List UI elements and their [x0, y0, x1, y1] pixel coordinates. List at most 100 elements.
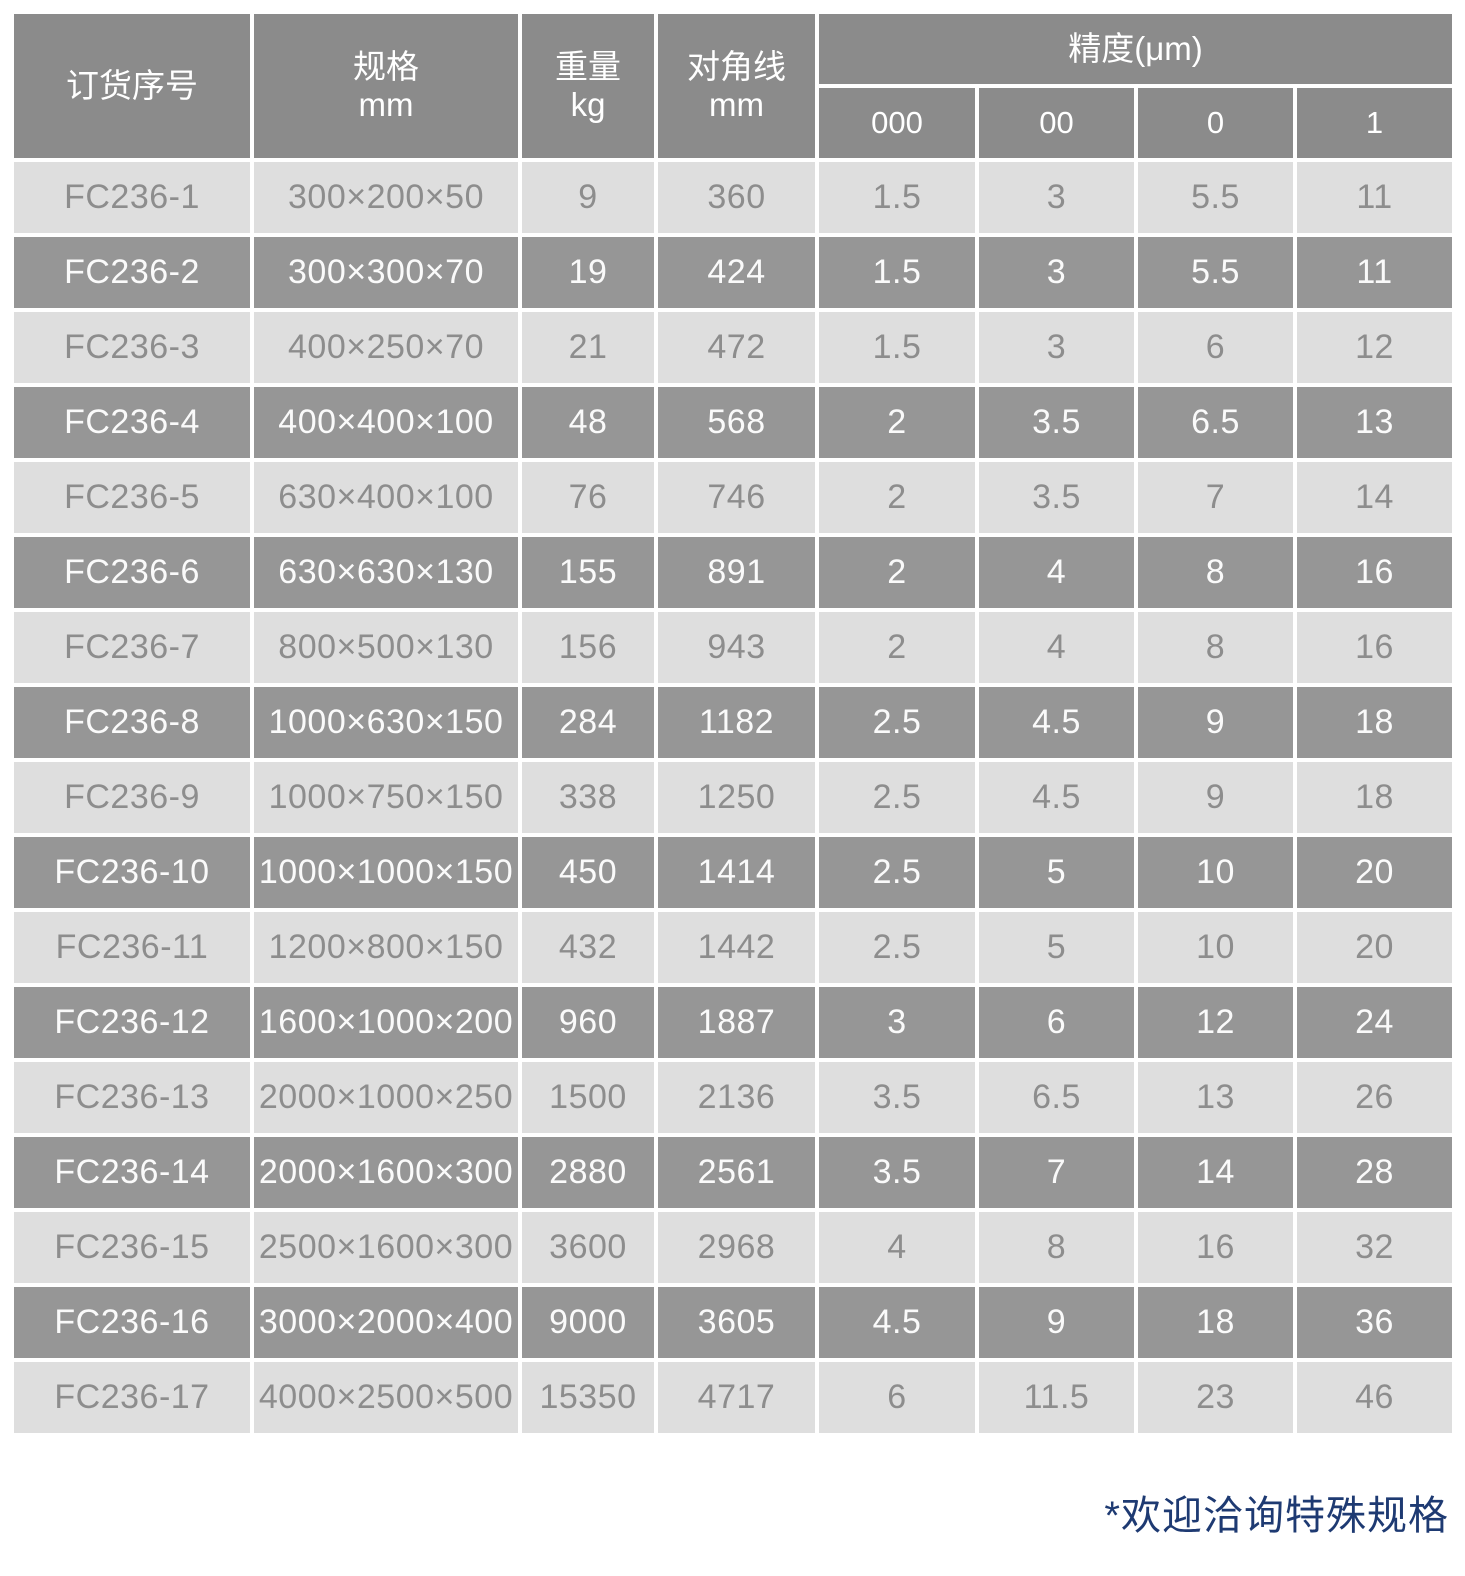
cell-precision-0: 18 — [1138, 1287, 1293, 1358]
cell-precision-0: 8 — [1138, 612, 1293, 683]
cell-precision-1: 13 — [1297, 387, 1453, 458]
cell-precision-00: 9 — [979, 1287, 1134, 1358]
table-row: FC236-1 300×200×50 9 360 1.5 3 5.5 11 — [14, 162, 1453, 233]
cell-order-no: FC236-8 — [14, 687, 250, 758]
cell-weight-kg: 9000 — [522, 1287, 654, 1358]
cell-precision-0: 13 — [1138, 1062, 1293, 1133]
cell-weight-kg: 76 — [522, 462, 654, 533]
header-precision-000: 000 — [819, 88, 975, 158]
cell-spec-mm: 2000×1000×250 — [254, 1062, 518, 1133]
cell-precision-000: 3.5 — [819, 1137, 975, 1208]
cell-spec-mm: 300×300×70 — [254, 237, 518, 308]
cell-order-no: FC236-16 — [14, 1287, 250, 1358]
cell-weight-kg: 284 — [522, 687, 654, 758]
cell-spec-mm: 630×630×130 — [254, 537, 518, 608]
header-spec-label: 规格 — [353, 48, 419, 86]
cell-precision-000: 4.5 — [819, 1287, 975, 1358]
table-row: FC236-11 1200×800×150 432 1442 2.5 5 10 20 — [14, 912, 1453, 983]
cell-order-no: FC236-12 — [14, 987, 250, 1058]
cell-precision-1: 18 — [1297, 762, 1453, 833]
cell-precision-00: 3 — [979, 162, 1134, 233]
cell-precision-0: 9 — [1138, 687, 1293, 758]
cell-precision-1: 16 — [1297, 612, 1453, 683]
cell-precision-00: 7 — [979, 1137, 1134, 1208]
cell-order-no: FC236-9 — [14, 762, 250, 833]
cell-precision-1: 14 — [1297, 462, 1453, 533]
cell-precision-0: 23 — [1138, 1362, 1293, 1433]
header-row-main: 订货序号 规格 mm 重量 kg 对角线 mm 精度(μm) — [14, 14, 1453, 158]
cell-precision-000: 2 — [819, 387, 975, 458]
cell-order-no: FC236-13 — [14, 1062, 250, 1133]
table-row: FC236-14 2000×1600×300 2880 2561 3.5 7 14 28 — [14, 1137, 1453, 1208]
cell-precision-1: 32 — [1297, 1212, 1453, 1283]
cell-order-no: FC236-6 — [14, 537, 250, 608]
cell-order-no: FC236-10 — [14, 837, 250, 908]
cell-precision-00: 3.5 — [979, 387, 1134, 458]
cell-diagonal-mm: 1442 — [658, 912, 815, 983]
cell-weight-kg: 960 — [522, 987, 654, 1058]
cell-order-no: FC236-4 — [14, 387, 250, 458]
cell-precision-000: 2 — [819, 462, 975, 533]
cell-precision-000: 2.5 — [819, 762, 975, 833]
cell-spec-mm: 2500×1600×300 — [254, 1212, 518, 1283]
cell-weight-kg: 48 — [522, 387, 654, 458]
cell-precision-000: 4 — [819, 1212, 975, 1283]
cell-precision-1: 16 — [1297, 537, 1453, 608]
cell-order-no: FC236-3 — [14, 312, 250, 383]
cell-diagonal-mm: 2561 — [658, 1137, 815, 1208]
cell-spec-mm: 300×200×50 — [254, 162, 518, 233]
cell-weight-kg: 338 — [522, 762, 654, 833]
cell-precision-0: 5.5 — [1138, 237, 1293, 308]
cell-spec-mm: 4000×2500×500 — [254, 1362, 518, 1433]
cell-precision-0: 14 — [1138, 1137, 1293, 1208]
cell-precision-00: 3 — [979, 312, 1134, 383]
cell-diagonal-mm: 568 — [658, 387, 815, 458]
cell-diagonal-mm: 472 — [658, 312, 815, 383]
cell-diagonal-mm: 424 — [658, 237, 815, 308]
cell-precision-0: 10 — [1138, 912, 1293, 983]
cell-order-no: FC236-14 — [14, 1137, 250, 1208]
header-precision-00: 00 — [979, 88, 1134, 158]
cell-precision-00: 6.5 — [979, 1062, 1134, 1133]
cell-precision-00: 11.5 — [979, 1362, 1134, 1433]
cell-weight-kg: 432 — [522, 912, 654, 983]
cell-spec-mm: 2000×1600×300 — [254, 1137, 518, 1208]
cell-precision-00: 3 — [979, 237, 1134, 308]
cell-precision-000: 3.5 — [819, 1062, 975, 1133]
cell-spec-mm: 400×250×70 — [254, 312, 518, 383]
cell-precision-000: 2.5 — [819, 687, 975, 758]
header-spec: 规格 mm — [254, 14, 518, 158]
cell-precision-00: 6 — [979, 987, 1134, 1058]
cell-precision-1: 28 — [1297, 1137, 1453, 1208]
table-row: FC236-5 630×400×100 76 746 2 3.5 7 14 — [14, 462, 1453, 533]
cell-weight-kg: 156 — [522, 612, 654, 683]
cell-weight-kg: 15350 — [522, 1362, 654, 1433]
cell-diagonal-mm: 943 — [658, 612, 815, 683]
cell-precision-1: 36 — [1297, 1287, 1453, 1358]
cell-weight-kg: 1500 — [522, 1062, 654, 1133]
header-weight: 重量 kg — [522, 14, 654, 158]
cell-weight-kg: 21 — [522, 312, 654, 383]
cell-precision-1: 24 — [1297, 987, 1453, 1058]
cell-weight-kg: 3600 — [522, 1212, 654, 1283]
header-weight-unit: kg — [570, 86, 606, 123]
cell-precision-000: 1.5 — [819, 162, 975, 233]
cell-precision-1: 11 — [1297, 237, 1453, 308]
cell-precision-0: 5.5 — [1138, 162, 1293, 233]
table-row: FC236-7 800×500×130 156 943 2 4 8 16 — [14, 612, 1453, 683]
cell-precision-00: 3.5 — [979, 462, 1134, 533]
cell-order-no: FC236-2 — [14, 237, 250, 308]
table-row: FC236-4 400×400×100 48 568 2 3.5 6.5 13 — [14, 387, 1453, 458]
spec-table-body: FC236-1 300×200×50 9 360 1.5 3 5.5 11 FC236-2 300… — [14, 162, 1453, 1433]
cell-diagonal-mm: 360 — [658, 162, 815, 233]
cell-order-no: FC236-1 — [14, 162, 250, 233]
table-row: FC236-15 2500×1600×300 3600 2968 4 8 16 32 — [14, 1212, 1453, 1283]
cell-order-no: FC236-17 — [14, 1362, 250, 1433]
cell-spec-mm: 800×500×130 — [254, 612, 518, 683]
cell-precision-0: 10 — [1138, 837, 1293, 908]
cell-weight-kg: 155 — [522, 537, 654, 608]
cell-diagonal-mm: 1414 — [658, 837, 815, 908]
cell-diagonal-mm: 1250 — [658, 762, 815, 833]
cell-precision-00: 4.5 — [979, 762, 1134, 833]
cell-precision-0: 12 — [1138, 987, 1293, 1058]
